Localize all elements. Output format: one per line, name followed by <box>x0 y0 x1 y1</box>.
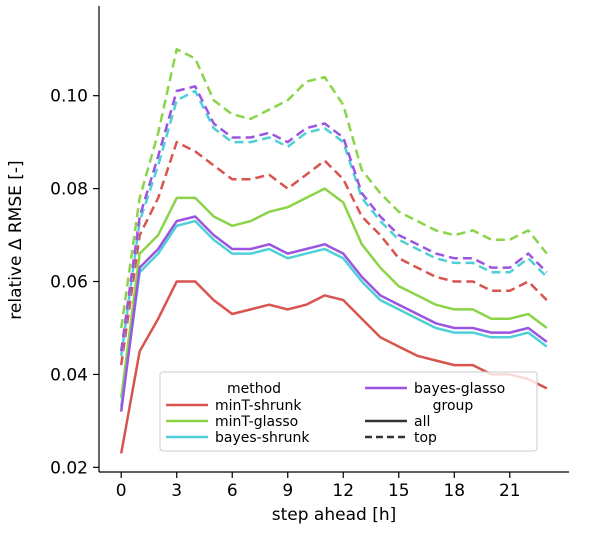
legend-label-top: top <box>414 430 437 446</box>
axes-layer <box>98 6 569 473</box>
legend-frame <box>159 371 538 452</box>
x-tick-label: 12 <box>332 481 354 501</box>
x-tick-label: 3 <box>171 481 182 501</box>
legend-label-minT-shrunk: minT-shrunk <box>215 398 302 414</box>
x-tick-label: 18 <box>443 481 465 501</box>
series-line-bayes-glasso-all <box>119 215 548 412</box>
series-line-bayes-shrunk-all <box>119 219 548 408</box>
legend-group-title: group <box>433 398 474 414</box>
y-axis-label: relative Δ RMSE [-] <box>6 160 26 319</box>
x-tick-label: 21 <box>499 481 521 501</box>
x-tick-label: 0 <box>116 481 127 501</box>
legend-label-bayes-glasso: bayes-glasso <box>414 381 505 397</box>
series-line-minT-glasso-all <box>119 187 548 398</box>
legend-label-minT-glasso: minT-glasso <box>215 414 298 430</box>
legend-method-title: method <box>227 381 281 397</box>
x-axis-label: step ahead [h] <box>272 505 396 525</box>
series-layer <box>119 47 548 454</box>
legend-label-all: all <box>414 414 430 430</box>
legend-label-bayes-shrunk: bayes-shrunk <box>215 430 310 446</box>
x-tick-label: 6 <box>227 481 238 501</box>
y-tick-label: 0.08 <box>50 180 88 200</box>
x-tick-label: 15 <box>388 481 410 501</box>
series-line-minT-shrunk-all <box>119 280 548 454</box>
y-tick-label: 0.10 <box>50 87 88 107</box>
y-tick-label: 0.04 <box>50 365 88 385</box>
x-tick-label: 9 <box>282 481 293 501</box>
series-line-bayes-glasso-top <box>119 85 548 352</box>
y-tick-label: 0.02 <box>50 458 88 478</box>
legend: method minT-shrunk minT-glasso bayes-shr… <box>159 371 538 452</box>
series-line-minT-glasso-top <box>119 47 548 329</box>
y-tick-label: 0.06 <box>50 273 88 293</box>
ticks-layer: 0 3 6 9 12 15 18 21 0.02 0.04 0.06 0.08 0.10 <box>50 87 520 501</box>
